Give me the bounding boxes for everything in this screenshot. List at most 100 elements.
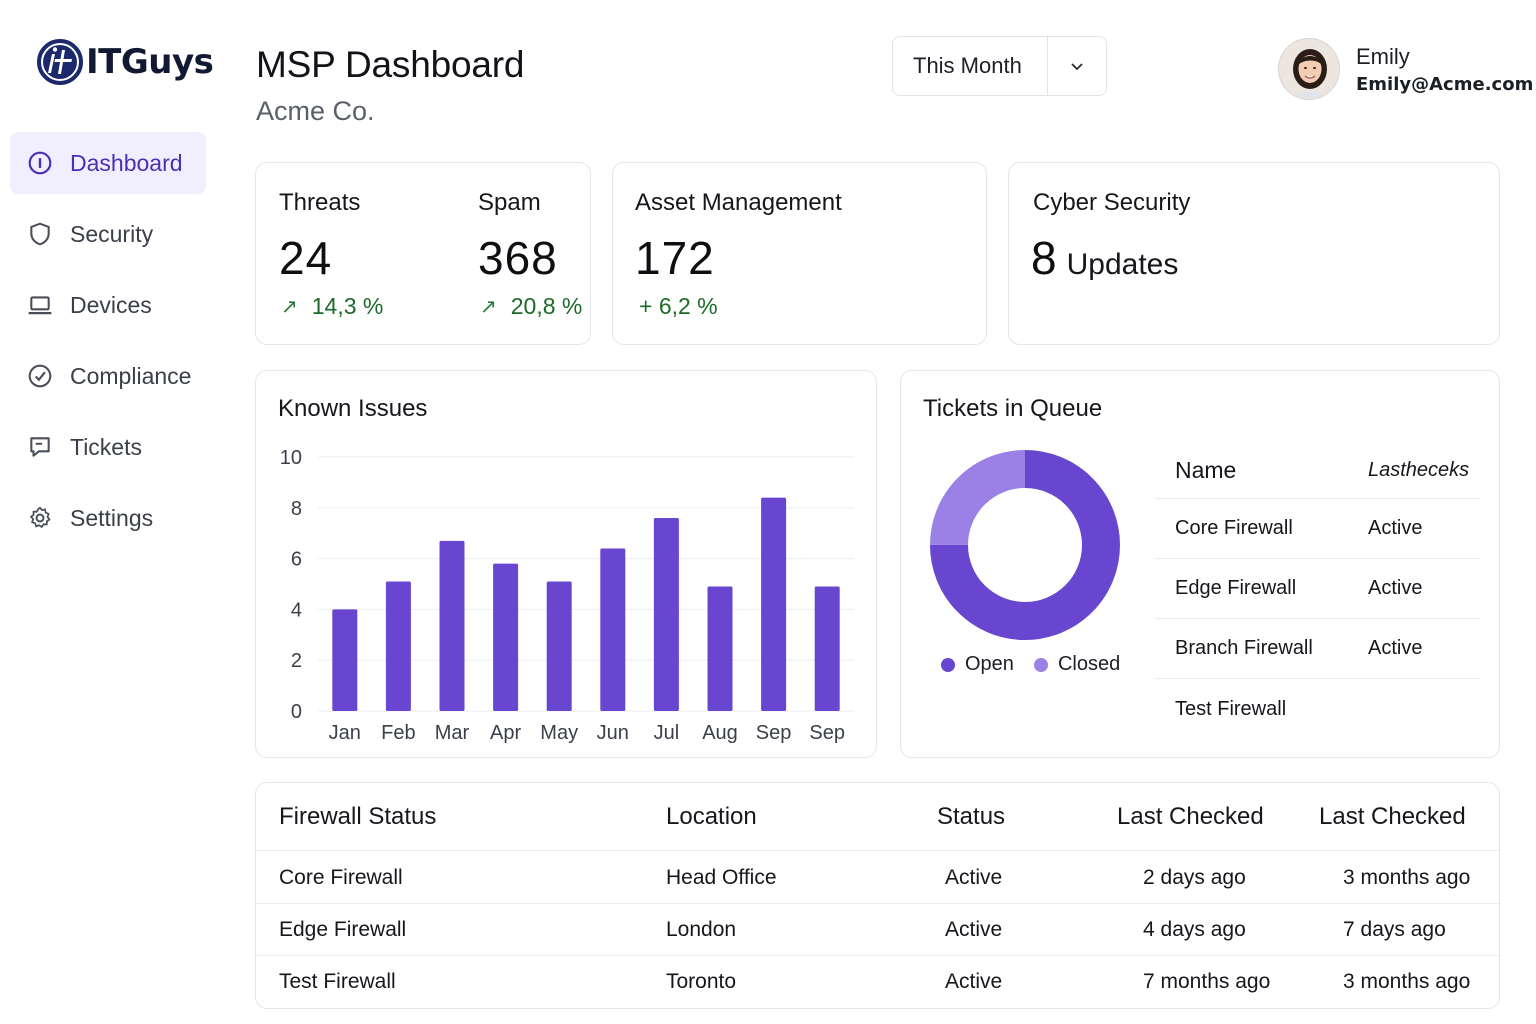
sidebar-item-label: Settings <box>70 504 154 531</box>
cyber-security-value: 8 <box>1031 232 1057 284</box>
column-header[interactable]: Name <box>1175 457 1237 483</box>
sidebar-item-settings[interactable]: Settings <box>10 487 206 549</box>
threats-delta-value: 14,3 % <box>311 293 384 319</box>
table-row[interactable]: Test Firewall Toronto Active 7 months ag… <box>256 956 1499 1008</box>
spam-delta-value: 20,8 % <box>510 293 583 319</box>
sidebar-item-security[interactable]: Security <box>10 203 206 265</box>
legend-label: Closed <box>1057 653 1121 675</box>
threats-value: 24 <box>279 232 333 284</box>
bar <box>385 581 411 711</box>
firewall-last-checked: 7 months ago <box>1143 970 1271 993</box>
ticket-name: Core Firewall <box>1175 517 1293 539</box>
asset-management-delta: + 6,2 % <box>639 293 718 319</box>
ticket-status: Active <box>1368 637 1423 659</box>
x-tick-label: Apr <box>490 722 521 744</box>
column-header[interactable]: Lastheceks <box>1368 459 1470 481</box>
firewall-table-header: Firewall Status Location Status Last Che… <box>256 783 1499 851</box>
y-tick-label: 0 <box>291 701 302 723</box>
avatar[interactable] <box>1278 38 1340 100</box>
firewall-location: Head Office <box>666 865 777 889</box>
firewall-name: Edge Firewall <box>279 917 407 941</box>
column-header[interactable]: Last Checked <box>1117 802 1264 830</box>
y-tick-label: 8 <box>291 498 302 520</box>
bar <box>439 540 465 711</box>
sidebar-nav: Dashboard Security Devices Compliance Ti… <box>10 132 206 558</box>
arrow-up-right-icon: ↗ <box>281 296 298 318</box>
firewall-name: Test Firewall <box>279 970 396 993</box>
table-row[interactable]: Branch Firewall Active <box>1155 619 1481 679</box>
firewall-status: Active <box>945 865 1003 889</box>
firewall-last-checked-2: 3 months ago <box>1343 865 1471 889</box>
ticket-status: Active <box>1368 577 1423 599</box>
spam-delta: ↗ 20,8 % <box>480 293 582 320</box>
firewall-status: Active <box>945 970 1003 993</box>
firewall-last-checked-2: 3 months ago <box>1343 970 1471 993</box>
user-menu[interactable]: Emily Emily@Acme.com <box>1278 38 1533 100</box>
x-tick-label: Jul <box>654 722 680 744</box>
table-row[interactable]: Edge Firewall London Active 4 days ago 7… <box>256 904 1499 956</box>
tickets-queue-card: Tickets in Queue Open Closed Name Lasthe… <box>900 370 1500 758</box>
column-header[interactable]: Last Checked <box>1319 802 1466 830</box>
donut-slice-open[interactable] <box>930 450 1120 640</box>
period-select-value: This Month <box>913 53 1022 78</box>
page-subtitle: Acme Co. <box>256 96 375 126</box>
sidebar-item-label: Devices <box>70 291 152 318</box>
legend-item-closed: Closed <box>1033 653 1121 676</box>
cyber-security-label: Cyber Security <box>1033 189 1191 216</box>
table-row[interactable]: Test Firewall <box>1155 679 1481 739</box>
spam-value: 368 <box>478 232 558 284</box>
x-tick-label: Mar <box>435 722 470 744</box>
tickets-donut-chart <box>930 450 1120 640</box>
info-circle-icon <box>26 149 54 177</box>
y-tick-label: 2 <box>291 650 302 672</box>
spam-label: Spam <box>478 189 541 216</box>
known-issues-card: Known Issues 0 2 4 6 8 10 Jan Feb Mar Apr May Jun Ju… <box>255 370 877 758</box>
x-tick-label: Jun <box>597 722 629 744</box>
period-select[interactable]: This Month <box>892 36 1107 96</box>
firewall-last-checked: 4 days ago <box>1143 917 1246 941</box>
tickets-table: Name Lastheceks Core Firewall Active Edg… <box>1155 443 1481 739</box>
firewall-location: Toronto <box>666 970 737 993</box>
check-circle-icon <box>26 362 54 390</box>
column-header[interactable]: Location <box>666 802 757 830</box>
x-tick-label: May <box>540 722 578 744</box>
firewall-last-checked: 2 days ago <box>1143 865 1246 889</box>
legend-label: Open <box>965 653 1014 675</box>
brand-logo[interactable]: ITGuys <box>36 38 214 86</box>
sidebar-item-dashboard[interactable]: Dashboard <box>10 132 206 194</box>
asset-management-card[interactable]: Asset Management 172 + 6,2 % <box>612 162 987 345</box>
firewall-last-checked-2: 7 days ago <box>1343 917 1446 941</box>
table-row[interactable]: Core Firewall Head Office Active 2 days … <box>256 852 1499 904</box>
bar <box>707 586 733 711</box>
ticket-icon <box>26 433 54 461</box>
y-tick-label: 6 <box>291 549 302 571</box>
threats-spam-card[interactable]: Threats 24 ↗ 14,3 % Spam 368 ↗ 20,8 % <box>255 162 591 345</box>
bar <box>332 609 358 711</box>
bar <box>653 517 679 711</box>
laptop-icon <box>26 291 54 319</box>
firewall-status-table: Firewall Status Location Status Last Che… <box>255 782 1500 1009</box>
legend-dot <box>941 657 955 672</box>
cyber-security-card[interactable]: Cyber Security 8 Updates <box>1008 162 1500 345</box>
tickets-queue-title: Tickets in Queue <box>923 395 1103 422</box>
sidebar-item-label: Dashboard <box>70 149 183 176</box>
gear-icon <box>26 504 54 532</box>
column-header[interactable]: Firewall Status <box>279 802 437 830</box>
known-issues-title: Known Issues <box>278 395 428 422</box>
table-row[interactable]: Core Firewall Active <box>1155 499 1481 559</box>
firewall-name: Core Firewall <box>279 865 403 889</box>
sidebar-item-devices[interactable]: Devices <box>10 274 206 336</box>
shield-icon <box>26 220 54 248</box>
table-row[interactable]: Edge Firewall Active <box>1155 559 1481 619</box>
sidebar-item-tickets[interactable]: Tickets <box>10 416 206 478</box>
cyber-security-value-group: 8 Updates <box>1031 231 1178 285</box>
x-tick-label: Sep <box>809 722 845 744</box>
firewall-status: Active <box>945 917 1003 941</box>
column-header[interactable]: Status <box>937 802 1006 830</box>
bar <box>493 563 519 711</box>
chevron-down-icon[interactable] <box>1048 58 1106 74</box>
sidebar-item-label: Tickets <box>70 433 142 460</box>
sidebar-item-compliance[interactable]: Compliance <box>10 345 206 407</box>
known-issues-chart: 0 2 4 6 8 10 Jan Feb Mar Apr May Jun Jul Aug Sep Sep <box>280 447 854 744</box>
bar <box>600 548 626 711</box>
